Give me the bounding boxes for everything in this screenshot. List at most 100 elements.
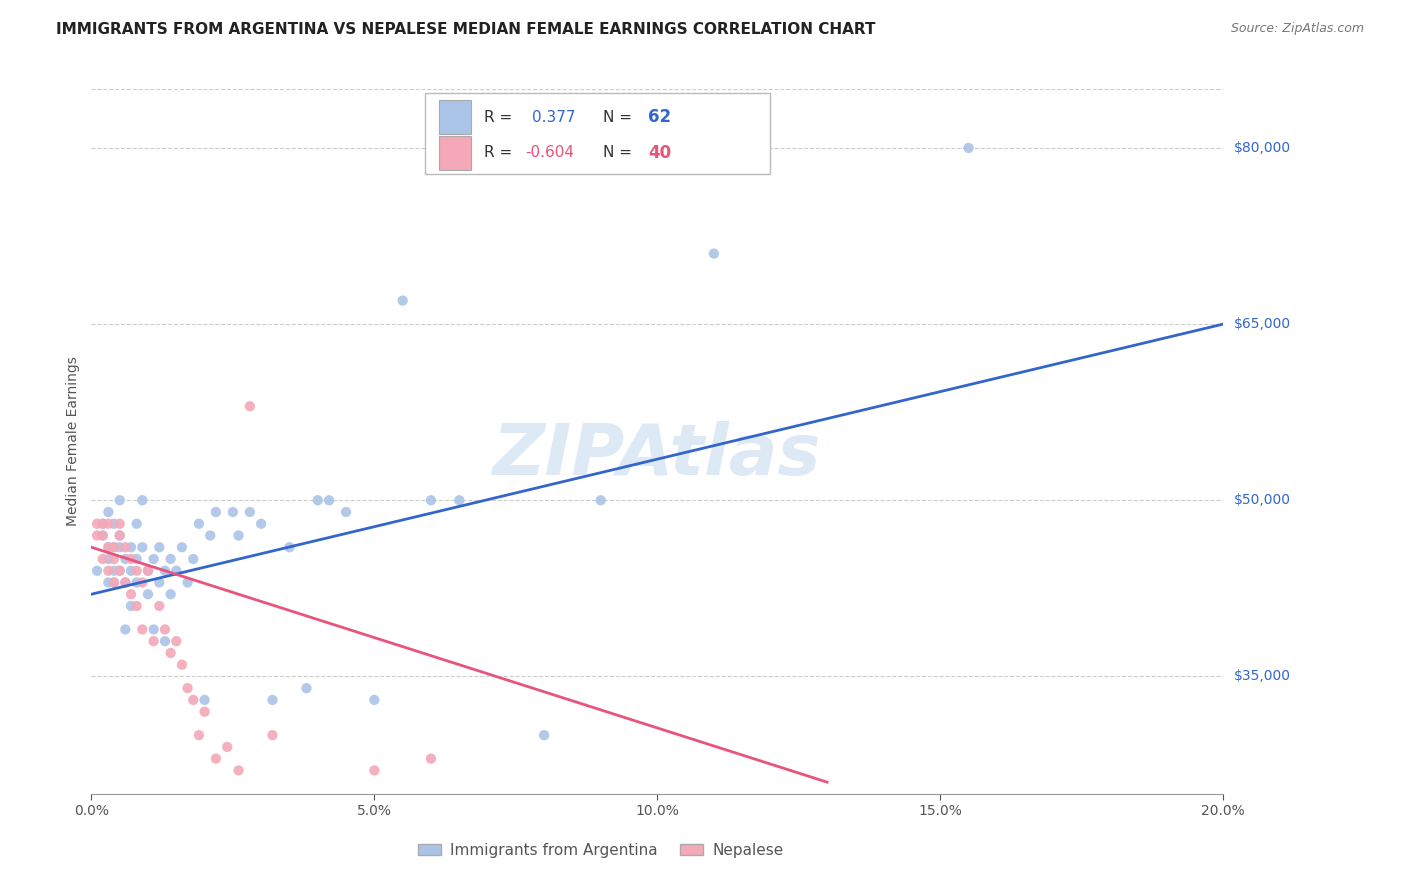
Point xyxy=(103,552,125,566)
Point xyxy=(136,564,159,578)
Text: N =: N = xyxy=(603,145,637,161)
Point xyxy=(335,505,357,519)
Point xyxy=(97,516,120,531)
Point xyxy=(97,540,120,554)
Point xyxy=(159,646,181,660)
Text: N =: N = xyxy=(603,110,637,125)
Point xyxy=(103,575,125,590)
Text: 40: 40 xyxy=(648,144,672,161)
Point xyxy=(159,587,181,601)
Text: R =: R = xyxy=(484,110,517,125)
Point xyxy=(86,516,108,531)
Point xyxy=(103,516,125,531)
Text: 62: 62 xyxy=(648,109,672,127)
Point xyxy=(86,528,108,542)
Point xyxy=(250,516,273,531)
Point xyxy=(170,540,193,554)
Point xyxy=(295,681,318,696)
Point xyxy=(97,564,120,578)
Point xyxy=(108,528,131,542)
Point xyxy=(131,540,153,554)
Point xyxy=(136,564,159,578)
Point xyxy=(193,693,217,707)
Point xyxy=(148,599,170,613)
Text: 0.377: 0.377 xyxy=(531,110,575,125)
Point xyxy=(262,728,284,742)
Point xyxy=(363,693,385,707)
Point xyxy=(419,751,441,765)
Point xyxy=(103,575,125,590)
Point xyxy=(205,505,228,519)
Point xyxy=(108,528,131,542)
Point xyxy=(193,705,217,719)
Text: $35,000: $35,000 xyxy=(1234,669,1291,683)
Point xyxy=(103,564,125,578)
Point xyxy=(228,528,250,542)
Point xyxy=(187,728,209,742)
Point xyxy=(131,575,153,590)
Point xyxy=(307,493,329,508)
Point xyxy=(114,540,136,554)
Point xyxy=(148,540,170,554)
Point xyxy=(114,575,136,590)
Point xyxy=(187,516,209,531)
Point xyxy=(142,634,165,648)
Point xyxy=(153,564,176,578)
Point xyxy=(91,552,114,566)
Point xyxy=(108,564,131,578)
Point xyxy=(239,400,262,414)
Point xyxy=(125,552,148,566)
Point xyxy=(131,623,153,637)
Point xyxy=(170,657,193,672)
Point xyxy=(449,493,471,508)
Bar xyxy=(439,136,471,169)
Point xyxy=(153,623,176,637)
Y-axis label: Median Female Earnings: Median Female Earnings xyxy=(66,357,80,526)
Point xyxy=(131,493,153,508)
Point xyxy=(97,505,120,519)
Point xyxy=(108,493,131,508)
Point xyxy=(318,493,340,508)
Point xyxy=(142,623,165,637)
Point xyxy=(125,516,148,531)
Text: $80,000: $80,000 xyxy=(1234,141,1292,155)
Point xyxy=(114,623,136,637)
Point xyxy=(363,764,385,778)
Point xyxy=(165,564,187,578)
Legend: Immigrants from Argentina, Nepalese: Immigrants from Argentina, Nepalese xyxy=(412,837,790,863)
Point xyxy=(217,739,239,754)
Point xyxy=(262,693,284,707)
Bar xyxy=(439,101,471,135)
Point xyxy=(114,575,136,590)
Text: $50,000: $50,000 xyxy=(1234,493,1291,508)
Point xyxy=(120,587,142,601)
Point xyxy=(703,246,725,260)
Point xyxy=(120,599,142,613)
Point xyxy=(533,728,555,742)
Point xyxy=(228,764,250,778)
Point xyxy=(91,528,114,542)
Point xyxy=(97,552,120,566)
Point xyxy=(91,516,114,531)
Point xyxy=(91,528,114,542)
Point xyxy=(86,564,108,578)
Point xyxy=(278,540,301,554)
Text: $65,000: $65,000 xyxy=(1234,317,1292,331)
Point xyxy=(200,528,222,542)
Point xyxy=(120,552,142,566)
Point xyxy=(120,540,142,554)
Point xyxy=(419,493,441,508)
Point xyxy=(181,552,204,566)
Point xyxy=(103,540,125,554)
Point xyxy=(108,540,131,554)
Point xyxy=(125,564,148,578)
Point xyxy=(148,575,170,590)
Point xyxy=(222,505,245,519)
Point xyxy=(108,516,131,531)
Point xyxy=(957,141,980,155)
Point xyxy=(97,540,120,554)
Point xyxy=(120,564,142,578)
Point xyxy=(97,575,120,590)
Point xyxy=(391,293,413,308)
Point xyxy=(589,493,612,508)
